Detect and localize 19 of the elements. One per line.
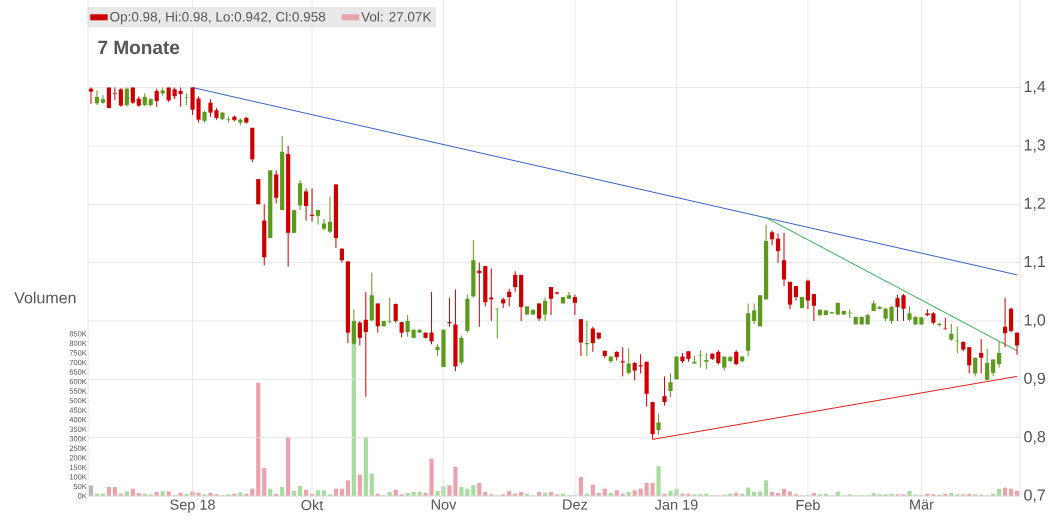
y-tick-label: 1,3 — [1024, 139, 1046, 153]
x-tick-label: Feb — [796, 499, 820, 511]
x-tick-label: Okt — [301, 499, 324, 511]
legend-label: Op:0.98, Hi:0.98, Lo:0.942, Cl:0.958 — [110, 11, 326, 25]
text: 7 Monate — [98, 40, 180, 55]
y2-axis-title: Volumen — [14, 291, 76, 304]
y-tick-label: 1,4 — [1024, 81, 1046, 95]
x-tick-label: Dez — [563, 499, 588, 510]
x-tick-label: Sep 18 — [170, 499, 215, 513]
y-tick-label: 1,2 — [1024, 197, 1045, 211]
y-tick-label: 0,9 — [1024, 372, 1046, 386]
x-tick-label: Jan 19 — [654, 499, 698, 510]
legend-label: Vol: 27.07K — [361, 11, 432, 22]
x-tick-label: Nov — [431, 499, 457, 510]
y-tick-label: 0,8 — [1024, 431, 1046, 445]
y-tick-label: 1,1 — [1024, 256, 1045, 270]
y-tick-label: 1,0 — [1024, 314, 1046, 328]
x-tick-label: Mär — [910, 499, 934, 510]
y-tick-label: 0,7 — [1024, 489, 1045, 503]
